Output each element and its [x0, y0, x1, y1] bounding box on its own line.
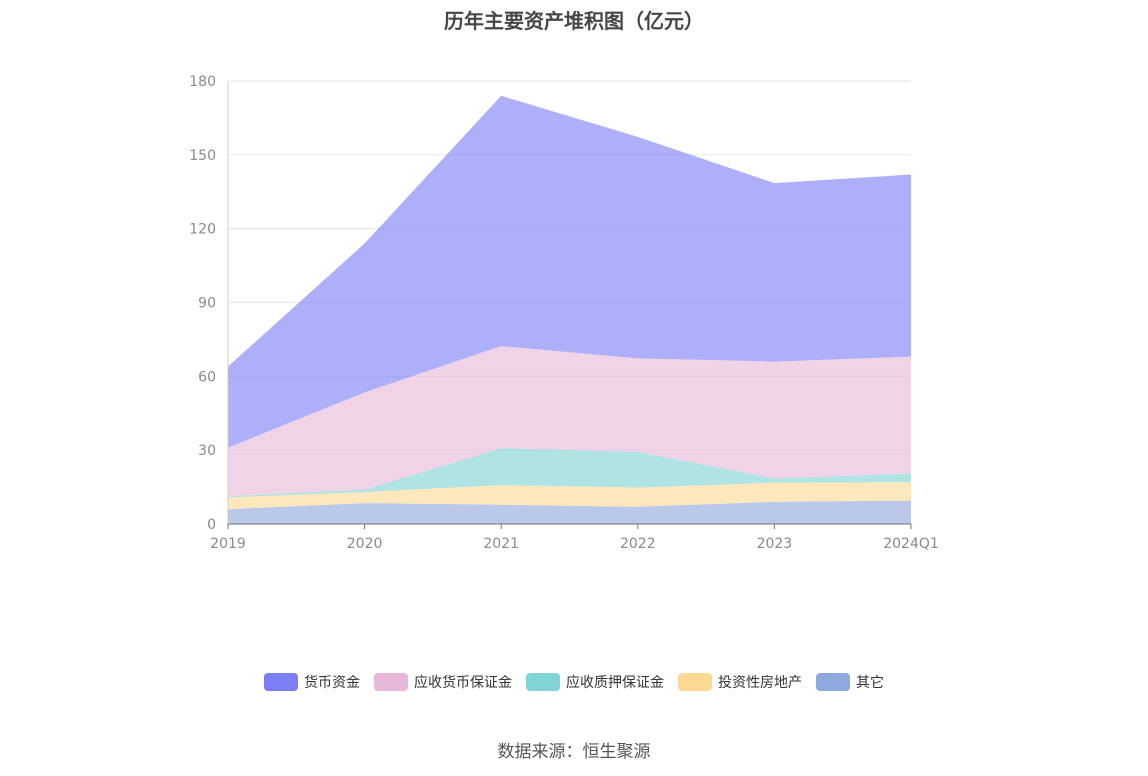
- legend-item[interactable]: 应收货币保证金: [374, 672, 512, 692]
- legend-item[interactable]: 其它: [816, 672, 884, 692]
- legend-label: 应收质押保证金: [566, 675, 664, 691]
- y-tick-label: 60: [198, 369, 216, 385]
- area-应收货币保证金: [228, 346, 911, 497]
- legend: 货币资金 应收货币保证金 应收质押保证金 投资性房地产 其它: [0, 672, 1148, 692]
- legend-swatch: [526, 673, 560, 691]
- x-tick-label: 2023: [757, 536, 793, 552]
- legend-swatch: [374, 673, 408, 691]
- y-tick-label: 90: [198, 296, 216, 312]
- legend-item[interactable]: 货币资金: [264, 672, 360, 692]
- legend-swatch: [678, 673, 712, 691]
- y-tick-label: 120: [189, 222, 216, 238]
- area-投资性房地产: [228, 482, 911, 510]
- legend-swatch: [816, 673, 850, 691]
- y-tick-label: 30: [198, 443, 216, 459]
- x-tick-label: 2021: [483, 536, 519, 552]
- area-其它: [228, 500, 911, 524]
- x-tick-label: 2022: [620, 536, 656, 552]
- legend-swatch: [264, 673, 298, 691]
- area-货币资金: [228, 95, 911, 448]
- x-tick-label: 2020: [347, 536, 383, 552]
- x-tick-label: 2024Q1: [883, 536, 939, 552]
- legend-label: 投资性房地产: [718, 675, 802, 691]
- area-应收质押保证金: [228, 448, 911, 498]
- legend-label: 货币资金: [304, 675, 360, 691]
- y-tick-label: 150: [189, 148, 216, 164]
- chart-title: 历年主要资产堆积图（亿元）: [444, 9, 704, 33]
- x-tick-label: 2019: [210, 536, 246, 552]
- legend-label: 其它: [856, 675, 884, 691]
- data-source: 数据来源：恒生聚源: [497, 742, 651, 762]
- legend-item[interactable]: 应收质押保证金: [526, 672, 664, 692]
- legend-item[interactable]: 投资性房地产: [678, 672, 802, 692]
- legend-label: 应收货币保证金: [414, 675, 512, 691]
- y-tick-label: 0: [207, 517, 216, 533]
- y-tick-label: 180: [189, 74, 216, 90]
